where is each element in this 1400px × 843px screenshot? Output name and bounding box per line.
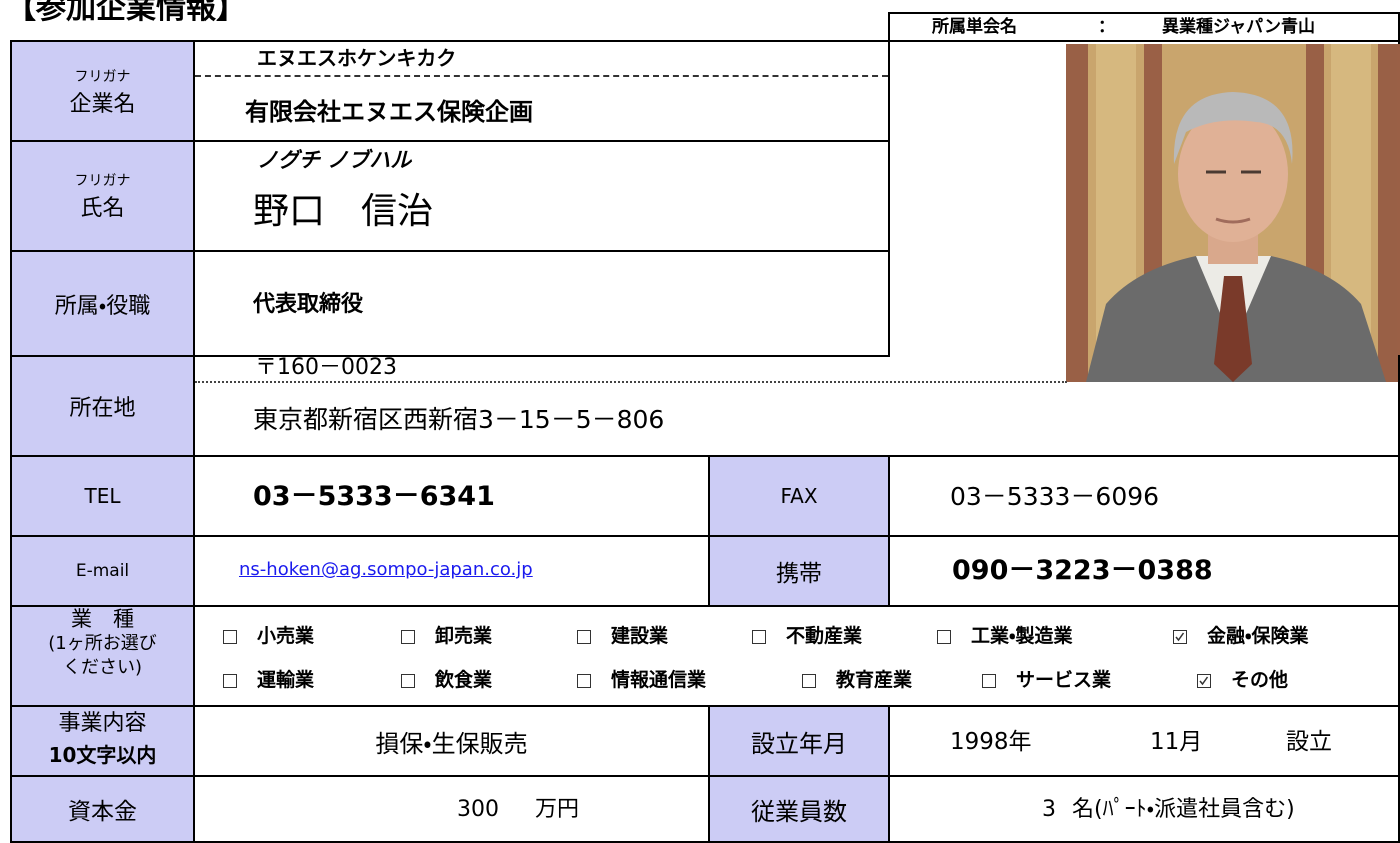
label-cell: フリガナ 氏名 <box>10 140 195 252</box>
option-label: 金融・保険業 <box>1207 625 1309 647</box>
mobile-value: 090－3223－0388 <box>952 555 1213 586</box>
option-label: 不動産業 <box>786 625 863 647</box>
founded-label: 設立年月 <box>708 705 890 777</box>
position-value: 代表取締役 <box>253 292 364 317</box>
checkbox[interactable] <box>802 674 816 688</box>
label-cell: 事業内容 10文字以内 <box>10 705 195 777</box>
business-label-note: 10文字以内 <box>48 743 157 767</box>
company-furigana: エヌエスホケンキカク <box>257 46 457 70</box>
capital-label: 資本金 <box>10 775 195 843</box>
checkbox[interactable] <box>577 674 591 688</box>
position-label: 所属・役職 <box>10 250 195 357</box>
affiliation-box: 所属単会名 ： 異業種ジャパン青山 <box>888 12 1400 40</box>
business-value: 損保・生保販売 <box>193 705 710 777</box>
email-label: E-mail <box>10 535 195 607</box>
capital-value: 300 <box>457 797 499 822</box>
person-label: 氏名 <box>80 196 125 221</box>
option-label: 建設業 <box>611 625 669 647</box>
fax-value: 03－5333－6096 <box>950 482 1160 511</box>
check-mark <box>1199 676 1209 686</box>
checkbox[interactable] <box>1173 630 1187 644</box>
business-label: 事業内容 <box>58 711 147 736</box>
option-label: サービス業 <box>1016 669 1112 691</box>
value-cell: 1998年 11月 設立 <box>888 705 1400 777</box>
value-cell: ノグチ ノブハル 野口 信治 <box>193 140 890 252</box>
check-mark <box>1175 632 1185 642</box>
option-label: 運輸業 <box>257 669 315 691</box>
employees-label: 従業員数 <box>708 775 890 843</box>
checkbox[interactable] <box>401 674 415 688</box>
founded-year: 1998年 <box>950 729 1032 755</box>
industry-label: 業 種 <box>71 607 134 631</box>
option-label: 卸売業 <box>435 625 493 647</box>
checkbox[interactable] <box>577 630 591 644</box>
option-label: 教育産業 <box>836 669 913 691</box>
furigana-label: フリガナ <box>74 173 131 189</box>
checkbox[interactable] <box>401 630 415 644</box>
dashed-line <box>195 75 888 77</box>
employees-value: 3 <box>1042 797 1056 822</box>
affiliation-value: 異業種ジャパン青山 <box>1162 17 1315 37</box>
dotted-line <box>195 381 1067 383</box>
tel-value: 03－5333－6341 <box>253 481 495 512</box>
company-label: 企業名 <box>69 92 136 117</box>
checkbox[interactable] <box>752 630 766 644</box>
label-cell: 業 種 (1ヶ所お選び ください) <box>10 605 195 707</box>
value-cell: ns-hoken@ag.sompo-japan.co.jp <box>193 535 710 607</box>
industry-note: (1ヶ所お選び <box>48 633 157 654</box>
value-cell: エヌエスホケンキカク 有限会社エヌエス保険企画 <box>193 40 890 142</box>
affiliation-label: 所属単会名 <box>932 17 1017 37</box>
option-label: その他 <box>1231 669 1289 691</box>
address-value: 東京都新宿区西新宿3－15－5－806 <box>253 405 665 434</box>
value-cell: 03－5333－6341 <box>193 455 710 537</box>
checkbox[interactable] <box>937 630 951 644</box>
checkbox[interactable] <box>982 674 996 688</box>
address-label: 所在地 <box>10 355 195 457</box>
value-cell: 090－3223－0388 <box>888 535 1400 607</box>
option-label: 小売業 <box>257 625 315 647</box>
person-furigana: ノグチ ノブハル <box>257 148 412 172</box>
furigana-label: フリガナ <box>74 69 131 85</box>
industry-note: ください) <box>62 657 143 678</box>
value-cell: 300 万円 <box>193 775 710 843</box>
industry-options: 小売業 卸売業 建設業 不動産業 工業・製造業 金融・保険業運輸業 飲食業 情報通信業 教育産業… <box>193 605 1400 707</box>
value-cell: 3 名(ﾊﾟｰﾄ・派遣社員含む) <box>888 775 1400 843</box>
option-label: 工業・製造業 <box>971 625 1073 647</box>
checkbox[interactable] <box>223 630 237 644</box>
checkbox[interactable] <box>223 674 237 688</box>
affiliation-separator: ： <box>1098 17 1115 37</box>
email-link[interactable]: ns-hoken@ag.sompo-japan.co.jp <box>239 559 533 580</box>
value-cell: 〒160－0023 東京都新宿区西新宿3－15－5－806 <box>193 355 1400 457</box>
postal-code: 〒160－0023 <box>255 355 397 380</box>
mobile-label: 携帯 <box>708 535 890 607</box>
checkbox[interactable] <box>1197 674 1211 688</box>
founded-month: 11月 <box>1150 729 1203 755</box>
label-cell: フリガナ 企業名 <box>10 40 195 142</box>
page-title: 【参加企業情報】 <box>6 0 246 26</box>
company-name: 有限会社エヌエス保険企画 <box>245 98 533 126</box>
portrait-photo <box>1066 44 1400 382</box>
employees-unit: 名(ﾊﾟｰﾄ・派遣社員含む) <box>1072 797 1295 822</box>
value-cell: 03－5333－6096 <box>888 455 1400 537</box>
value-cell: 代表取締役 <box>193 250 890 357</box>
fax-label: FAX <box>708 455 890 537</box>
capital-unit: 万円 <box>535 797 580 822</box>
founded-suffix: 設立 <box>1286 729 1332 755</box>
option-label: 情報通信業 <box>611 669 707 691</box>
person-name: 野口 信治 <box>253 191 434 232</box>
tel-label: TEL <box>10 455 195 537</box>
option-label: 飲食業 <box>435 669 493 691</box>
